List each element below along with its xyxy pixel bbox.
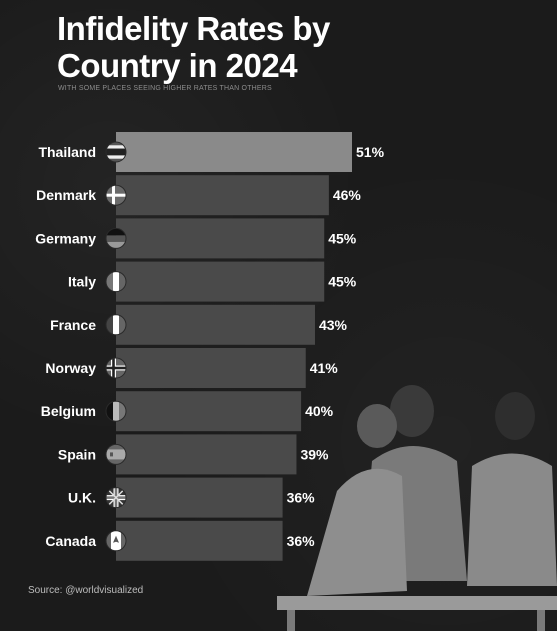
bar-3 (116, 261, 325, 302)
category-label: Thailand (38, 144, 96, 160)
france-flag-icon (105, 314, 127, 336)
category-label: U.K. (68, 490, 96, 506)
value-label: 36% (287, 533, 316, 549)
value-label: 45% (328, 230, 357, 246)
category-label: Belgium (41, 403, 96, 419)
value-label: 43% (319, 317, 348, 333)
germany-flag-icon (105, 227, 127, 249)
denmark-flag-icon (105, 184, 127, 206)
category-label: Canada (45, 533, 96, 549)
thailand-flag-icon (105, 141, 127, 163)
bar-2 (116, 218, 325, 259)
bar-6 (116, 391, 302, 432)
bar-5 (116, 348, 306, 388)
couple-photo (277, 385, 557, 631)
bar-4 (116, 304, 315, 345)
category-label: Germany (35, 230, 96, 246)
bar-7 (116, 434, 297, 475)
source-credit: Source: @worldvisualized (28, 585, 144, 596)
category-label: Denmark (36, 187, 96, 203)
canada-flag-icon (105, 530, 127, 552)
category-label: Italy (68, 274, 96, 290)
value-label: 39% (300, 446, 329, 462)
chart-title: Infidelity Rates by Country in 2024 (57, 10, 330, 84)
uk-flag-icon (105, 487, 127, 509)
value-label: 45% (328, 274, 357, 290)
value-label: 46% (333, 187, 362, 203)
value-label: 36% (287, 490, 316, 506)
bar-8 (116, 477, 283, 518)
norway-flag-icon (105, 357, 127, 379)
value-label: 51% (356, 144, 385, 160)
italy-flag-icon (105, 271, 127, 293)
category-label: Spain (58, 446, 96, 462)
category-label: Norway (45, 360, 96, 376)
spain-flag-icon (105, 443, 127, 465)
bar-1 (116, 175, 329, 216)
bar-0 (116, 132, 352, 172)
bar-9 (116, 520, 283, 561)
category-label: France (50, 317, 96, 333)
belgium-flag-icon (105, 400, 127, 422)
chart-subtitle: WITH SOME PLACES SEEING HIGHER RATES THA… (58, 85, 272, 92)
value-label: 40% (305, 403, 334, 419)
value-label: 41% (310, 360, 339, 376)
